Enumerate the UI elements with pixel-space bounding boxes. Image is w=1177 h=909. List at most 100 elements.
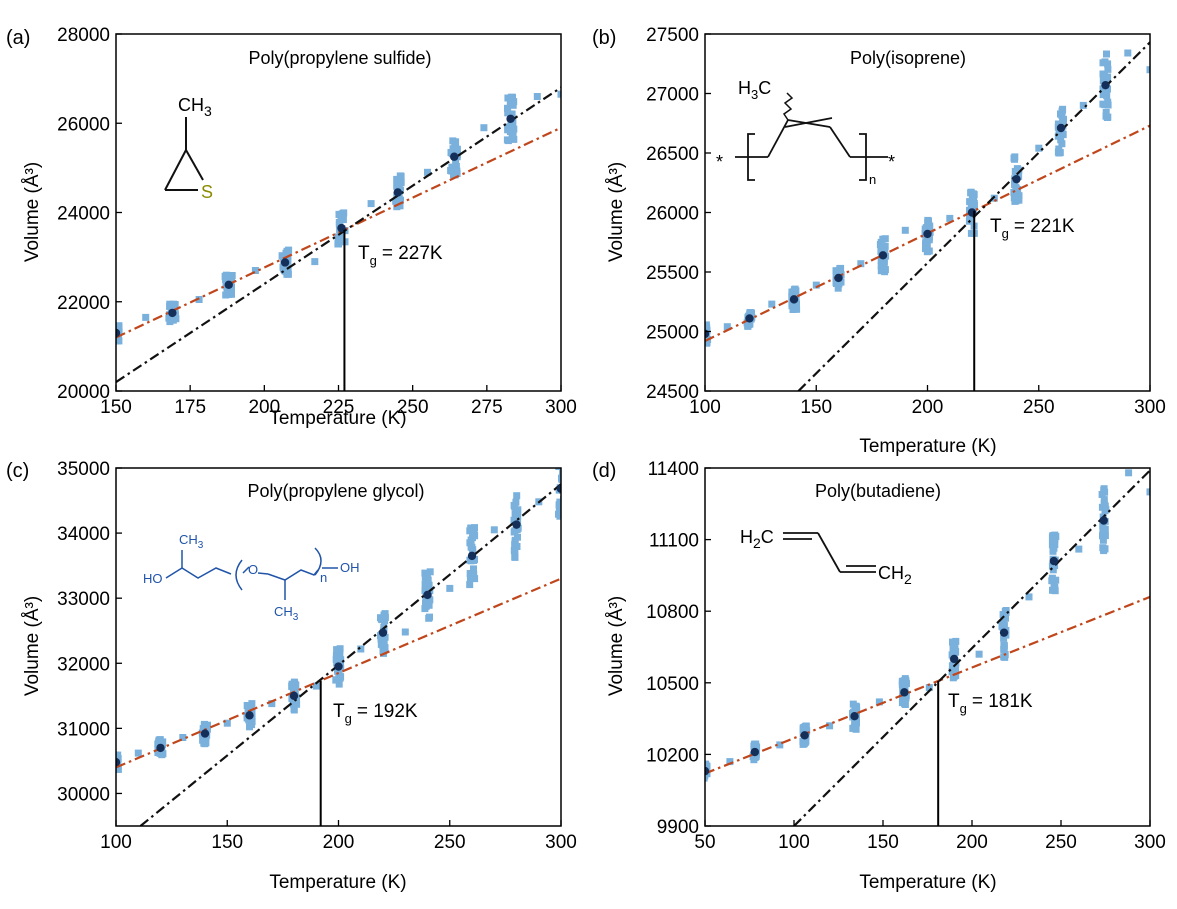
scatter-point	[726, 758, 734, 766]
mean-point	[156, 743, 165, 753]
scatter-point	[1052, 576, 1060, 584]
mean-point	[200, 729, 210, 738]
scatter-point	[705, 774, 708, 782]
scatter-point	[228, 290, 235, 298]
scatter-point	[452, 168, 460, 175]
scatter-point	[134, 749, 142, 757]
chart-title: Poly(propylene glycol)	[247, 481, 424, 501]
scatter-point	[268, 700, 276, 708]
scatter-point	[1125, 469, 1133, 477]
scatter-point	[1058, 140, 1066, 148]
scatter-point	[1060, 115, 1067, 123]
y-tick-label: 32000	[57, 654, 110, 675]
scatter-point	[504, 104, 511, 112]
scatter-point	[423, 595, 431, 603]
scatter-point	[381, 644, 389, 652]
end-group-star: *	[888, 152, 895, 172]
scatter-point	[170, 314, 178, 321]
chart-title: Poly(isoprene)	[850, 48, 966, 68]
y-tick-label: 31000	[57, 719, 110, 740]
methylene-left-label: H2C	[740, 527, 774, 551]
scatter-point	[900, 677, 908, 685]
plot-frame	[704, 467, 1151, 827]
scatter-point	[1011, 181, 1019, 189]
x-tick-label: 150	[100, 397, 132, 418]
hydroxyl-label: HO	[143, 571, 163, 586]
scatter-point	[446, 584, 454, 592]
scatter-point	[1059, 131, 1067, 139]
scatter-point	[852, 725, 860, 733]
scatter-point	[1055, 120, 1062, 128]
scatter-point	[116, 751, 120, 759]
scatter-point	[470, 565, 477, 573]
y-tick-label: 28000	[57, 25, 110, 46]
x-tick-label: 100	[778, 832, 810, 853]
scatter-point	[471, 555, 478, 563]
scatter-point	[832, 267, 840, 275]
scatter-point	[556, 461, 563, 468]
mean-point	[378, 628, 388, 637]
scatter-point	[791, 285, 799, 293]
x-tick-label: 300	[545, 832, 577, 853]
scatter-point	[768, 300, 776, 308]
scatter-point	[1124, 49, 1132, 57]
scatter-point	[970, 195, 978, 203]
scatter-point	[280, 265, 288, 273]
scatter-point	[1104, 85, 1111, 93]
scatter-point	[557, 90, 561, 98]
scatter-point	[900, 698, 908, 706]
end-group-star: *	[716, 152, 723, 172]
scatter-point	[179, 734, 187, 741]
scatter-point	[1025, 593, 1033, 601]
scatter-point	[556, 512, 561, 520]
scatter-point	[1058, 111, 1066, 119]
scatter-point	[1103, 92, 1111, 100]
scatter-point	[171, 301, 179, 308]
mean-point	[245, 711, 254, 720]
scatter-point	[506, 101, 514, 108]
scatter-point	[336, 674, 344, 682]
scatter-point	[311, 258, 319, 266]
scatter-point	[952, 637, 960, 645]
y-tick-label: 10800	[646, 602, 699, 623]
scatter-point	[251, 267, 259, 274]
x-tick-label: 175	[174, 397, 206, 418]
scatter-point	[401, 628, 409, 636]
mean-point	[750, 747, 760, 757]
y-tick-label: 26000	[57, 114, 110, 135]
scatter-point	[159, 750, 167, 758]
x-tick-label: 100	[689, 397, 721, 418]
scatter-point	[967, 216, 975, 224]
mean-point	[1101, 80, 1110, 90]
scatter-point	[1101, 488, 1109, 496]
scatter-point	[1048, 541, 1056, 549]
scatter-point	[812, 281, 820, 289]
mean-point	[900, 688, 909, 697]
scatter-point	[560, 459, 567, 466]
scatter-point	[832, 280, 840, 287]
x-axis-label: Temperature (K)	[859, 872, 996, 893]
scatter-point	[826, 722, 834, 730]
x-axis-label: Temperature (K)	[269, 872, 406, 893]
mean-point	[705, 766, 710, 776]
panel-a: 150 175 200 225 250 275 300 20000 22000 24000 2600…	[6, 25, 577, 429]
mean-point	[923, 229, 932, 239]
y-tick-label: 34000	[57, 524, 110, 545]
scatter-point	[468, 543, 476, 551]
x-axis-label: Temperature (K)	[269, 408, 406, 429]
scatter-point	[1104, 98, 1112, 106]
scatter-point	[333, 646, 341, 654]
scatter-point	[480, 124, 488, 132]
scatter-point	[1075, 545, 1083, 553]
scatter-point	[508, 110, 516, 118]
y-axis-label: Volume (Å³)	[606, 596, 627, 696]
x-tick-label: 300	[1134, 397, 1166, 418]
propylene-sulfide-structure: CH3 S	[164, 95, 213, 202]
scatter-point	[1100, 496, 1108, 504]
scatter-point	[1099, 532, 1106, 540]
scatter-point	[512, 498, 520, 506]
scatter-point	[511, 553, 519, 561]
scatter-point	[421, 605, 429, 613]
scatter-point	[555, 501, 561, 509]
